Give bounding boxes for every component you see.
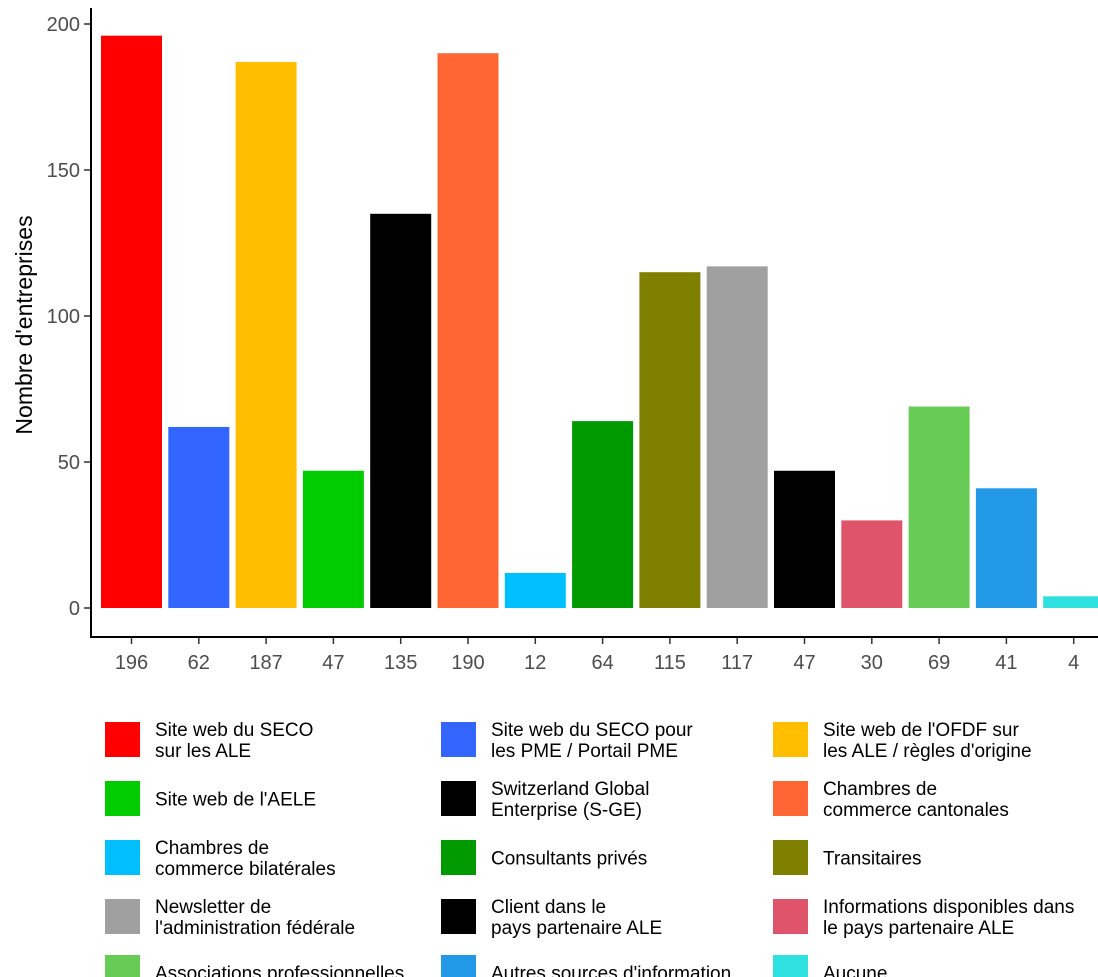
- legend-key: [773, 781, 808, 816]
- legend-item: Chambres de commerce cantonales: [773, 779, 1009, 821]
- bar: [572, 421, 634, 608]
- x-tick-label: 117: [721, 652, 753, 674]
- legend-item: Chambres de commerce bilatérales: [105, 838, 336, 880]
- axes: [90, 8, 1098, 638]
- legend-key: [441, 840, 476, 875]
- legend-label: Consultants privés: [491, 849, 647, 870]
- y-tick-label: 0: [69, 598, 80, 620]
- legend-label: Chambres de commerce cantonales: [823, 779, 1009, 821]
- bar: [774, 470, 835, 608]
- legend-label: Site web de l'OFDF sur les ALE / règles d…: [823, 720, 1032, 762]
- bar: [370, 213, 432, 609]
- y-axis-ticks: 0 50 100 150 200: [47, 14, 91, 620]
- x-tick-label: 196: [115, 652, 148, 674]
- y-tick-label: 150: [47, 160, 80, 182]
- x-tick-label: 69: [928, 652, 950, 674]
- legend-item: Switzerland Global Enterprise (S-GE): [441, 779, 649, 821]
- legend-key: [773, 899, 808, 934]
- legend-item: Client dans le pays partenaire ALE: [441, 897, 662, 939]
- bar: [235, 61, 297, 608]
- legend-label: Switzerland Global Enterprise (S-GE): [491, 779, 649, 821]
- y-tick-label: 100: [47, 306, 80, 328]
- x-tick-label: 47: [793, 652, 815, 674]
- x-tick-label: 30: [861, 652, 883, 674]
- legend-label: Chambres de commerce bilatérales: [155, 838, 336, 880]
- legend-key: [105, 840, 140, 875]
- x-axis-ticks: 196 62 187 47 135 190 12 64 115 117 47 30 69 41 4: [115, 637, 1079, 674]
- x-tick-label: 135: [384, 652, 417, 674]
- legend-label: Transitaires: [823, 849, 922, 870]
- legend-key: [773, 722, 808, 757]
- legend-key: [441, 899, 476, 934]
- legend-item: Newsletter de l'administration fédérale: [105, 897, 355, 939]
- x-tick-label: 62: [188, 652, 210, 674]
- bar: [437, 53, 499, 608]
- legend-key: [441, 722, 476, 757]
- x-tick-label: 47: [322, 652, 344, 674]
- bars: [101, 35, 1098, 609]
- legend-label: Client dans le pays partenaire ALE: [491, 897, 662, 939]
- bar: [168, 426, 230, 608]
- legend-key: [105, 781, 140, 816]
- x-tick-label: 187: [249, 652, 282, 674]
- legend-label: Site web du SECO pour les PME / Portail P…: [491, 720, 693, 762]
- legend-item: Site web de l'AELE: [105, 781, 316, 816]
- bar: [1043, 596, 1098, 608]
- legend-item: Transitaires: [773, 840, 922, 875]
- x-tick-label: 4: [1068, 652, 1079, 674]
- legend-item: Informations disponibles dans le pays par…: [773, 897, 1074, 939]
- bar: [908, 406, 970, 608]
- legend-key: [105, 899, 140, 934]
- legend-item: Consultants privés: [441, 840, 647, 875]
- bar: [504, 572, 566, 608]
- legend-item: Site web du SECO pour les PME / Portail P…: [441, 720, 693, 762]
- legend-label: Site web de l'AELE: [155, 790, 316, 811]
- x-tick-label: 41: [995, 652, 1017, 674]
- legend-label: Site web du SECO sur les ALE: [155, 720, 313, 762]
- legend-key: [441, 955, 476, 977]
- x-tick-label: 64: [591, 652, 613, 674]
- legend-item: Aucune: [773, 955, 887, 977]
- legend-key: [441, 781, 476, 816]
- legend-key: [105, 722, 140, 757]
- x-tick-label: 190: [451, 652, 484, 674]
- legend: Site web du SECO sur les ALE Site web du S…: [105, 720, 1074, 977]
- bar: [639, 272, 701, 608]
- legend-label: Newsletter de l'administration fédérale: [155, 897, 355, 939]
- legend-label: Informations disponibles dans le pays par…: [823, 897, 1074, 939]
- bar: [841, 520, 903, 608]
- bar: [975, 488, 1037, 608]
- legend-key: [105, 955, 140, 977]
- legend-label: Associations professionnelles: [155, 964, 404, 977]
- legend-item: Associations professionnelles: [105, 955, 404, 977]
- legend-key: [773, 840, 808, 875]
- legend-label: Aucune: [823, 964, 887, 977]
- y-tick-label: 200: [47, 14, 80, 36]
- y-axis-title-group: Nombre d'entreprises: [11, 215, 37, 434]
- x-tick-label: 12: [524, 652, 546, 674]
- legend-item: Autres sources d'information: [441, 955, 731, 977]
- legend-key: [773, 955, 808, 977]
- bar: [101, 35, 162, 609]
- legend-item: Site web de l'OFDF sur les ALE / règles d…: [773, 720, 1032, 762]
- legend-item: Site web du SECO sur les ALE: [105, 720, 313, 762]
- bar: [706, 266, 768, 608]
- y-axis-title: Nombre d'entreprises: [11, 215, 37, 434]
- x-tick-label: 115: [654, 652, 686, 674]
- y-tick-label: 50: [58, 452, 80, 474]
- legend-label: Autres sources d'information: [491, 964, 731, 977]
- bar: [302, 470, 364, 608]
